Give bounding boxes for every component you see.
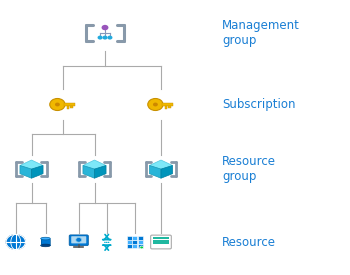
- Bar: [132, 244, 137, 248]
- FancyBboxPatch shape: [71, 236, 86, 243]
- Polygon shape: [83, 160, 106, 169]
- Bar: [132, 240, 137, 244]
- Circle shape: [108, 242, 110, 243]
- Circle shape: [148, 98, 163, 111]
- Polygon shape: [32, 166, 43, 178]
- Circle shape: [102, 25, 108, 30]
- Ellipse shape: [41, 237, 50, 240]
- Bar: [127, 236, 132, 240]
- Circle shape: [106, 242, 107, 243]
- Bar: [138, 240, 142, 244]
- Circle shape: [50, 98, 65, 111]
- Bar: [41, 238, 50, 245]
- Polygon shape: [161, 166, 173, 178]
- Circle shape: [140, 246, 143, 249]
- Bar: [127, 244, 132, 248]
- Polygon shape: [94, 166, 106, 178]
- Bar: [162, 103, 174, 106]
- Bar: [168, 106, 170, 108]
- FancyBboxPatch shape: [69, 235, 88, 246]
- Text: Resource: Resource: [222, 235, 276, 249]
- Polygon shape: [149, 160, 173, 169]
- Circle shape: [104, 242, 106, 243]
- Bar: [138, 236, 142, 240]
- Circle shape: [98, 35, 103, 40]
- Text: Management
group: Management group: [222, 19, 300, 47]
- FancyBboxPatch shape: [151, 235, 172, 249]
- Circle shape: [103, 35, 107, 40]
- Polygon shape: [20, 166, 32, 178]
- Polygon shape: [83, 166, 95, 178]
- Circle shape: [107, 35, 112, 40]
- Text: Subscription: Subscription: [222, 98, 296, 111]
- Circle shape: [6, 234, 26, 250]
- Bar: [153, 237, 169, 239]
- Bar: [127, 240, 132, 244]
- Polygon shape: [20, 160, 43, 169]
- Ellipse shape: [41, 244, 50, 247]
- Bar: [64, 103, 76, 106]
- Bar: [138, 244, 142, 248]
- Text: Resource
group: Resource group: [222, 155, 276, 183]
- Bar: [165, 106, 167, 109]
- Bar: [70, 106, 72, 108]
- Circle shape: [76, 238, 82, 242]
- Bar: [153, 243, 169, 244]
- Polygon shape: [149, 166, 161, 178]
- Bar: [67, 106, 69, 109]
- Circle shape: [153, 103, 158, 106]
- Bar: [132, 236, 137, 240]
- Circle shape: [55, 103, 60, 106]
- Bar: [153, 240, 169, 242]
